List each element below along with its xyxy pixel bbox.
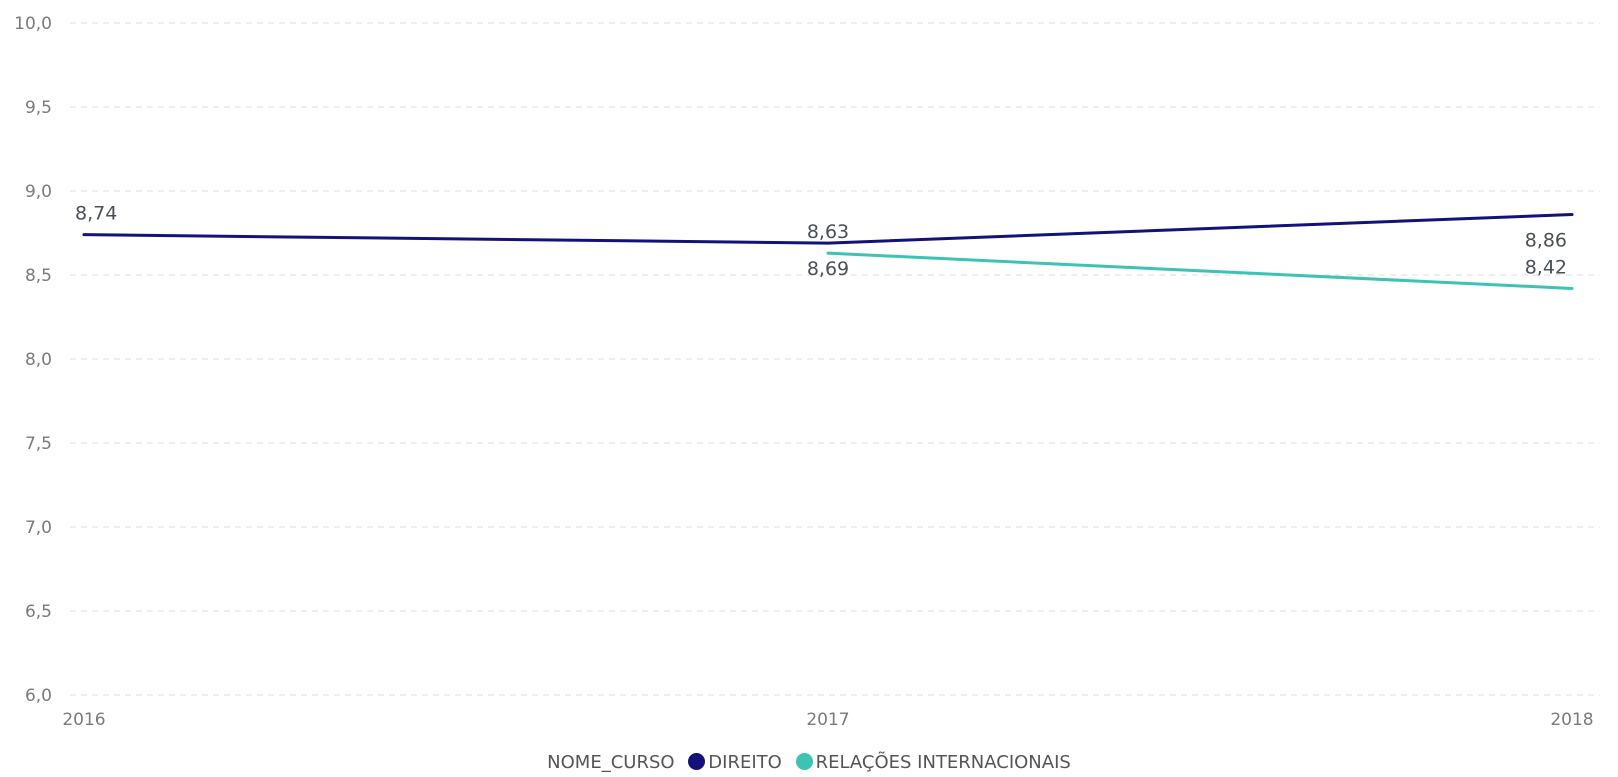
y-tick-label: 7,5 <box>25 434 52 454</box>
x-tick-label: 2018 <box>1550 710 1593 730</box>
y-tick-label: 6,5 <box>25 602 52 622</box>
y-tick-label: 6,0 <box>25 686 52 706</box>
legend-label-relacoes-internacionais: RELAÇÕES INTERNACIONAIS <box>815 752 1071 773</box>
data-label: 8,86 <box>1525 230 1567 252</box>
data-label: 8,42 <box>1525 256 1567 278</box>
gridlines <box>70 22 1600 696</box>
y-tick-label: 9,0 <box>25 182 52 202</box>
series-lines <box>82 213 1574 290</box>
y-tick-label: 7,0 <box>25 518 52 538</box>
x-tick-label: 2016 <box>62 710 105 730</box>
data-labels: 8,74 8,69 8,86 8,63 8,42 <box>75 203 1567 280</box>
legend-marker-direito <box>688 753 706 770</box>
series-line-0[interactable] <box>82 213 1574 245</box>
series-line-1[interactable] <box>826 251 1574 290</box>
x-axis-ticks: 2016 2017 2018 <box>62 710 1593 730</box>
legend: NOME_CURSO DIREITO RELAÇÕES INTERNACIONA… <box>0 752 1618 773</box>
y-tick-label: 8,0 <box>25 350 52 370</box>
data-label: 8,74 <box>75 203 117 225</box>
legend-item-direito[interactable]: DIREITO <box>688 752 787 773</box>
legend-marker-relacoes-internacionais <box>795 753 813 770</box>
y-tick-label: 10,0 <box>14 14 52 34</box>
legend-label-direito: DIREITO <box>708 752 782 773</box>
data-label: 8,63 <box>807 221 849 243</box>
legend-title: NOME_CURSO <box>547 752 675 773</box>
y-tick-label: 9,5 <box>25 98 52 118</box>
data-label: 8,69 <box>807 258 849 280</box>
line-chart: 6,06,57,07,58,08,59,09,510,0 2016 2017 201… <box>14 14 1600 730</box>
y-axis-ticks: 6,0 6,5 7,0 7,5 8,0 8,5 9,0 9,5 10,0 <box>14 14 52 706</box>
legend-item-relacoes-internacionais[interactable]: RELAÇÕES INTERNACIONAIS <box>795 752 1071 773</box>
y-tick-label: 8,5 <box>25 266 52 286</box>
x-tick-label: 2017 <box>806 710 849 730</box>
